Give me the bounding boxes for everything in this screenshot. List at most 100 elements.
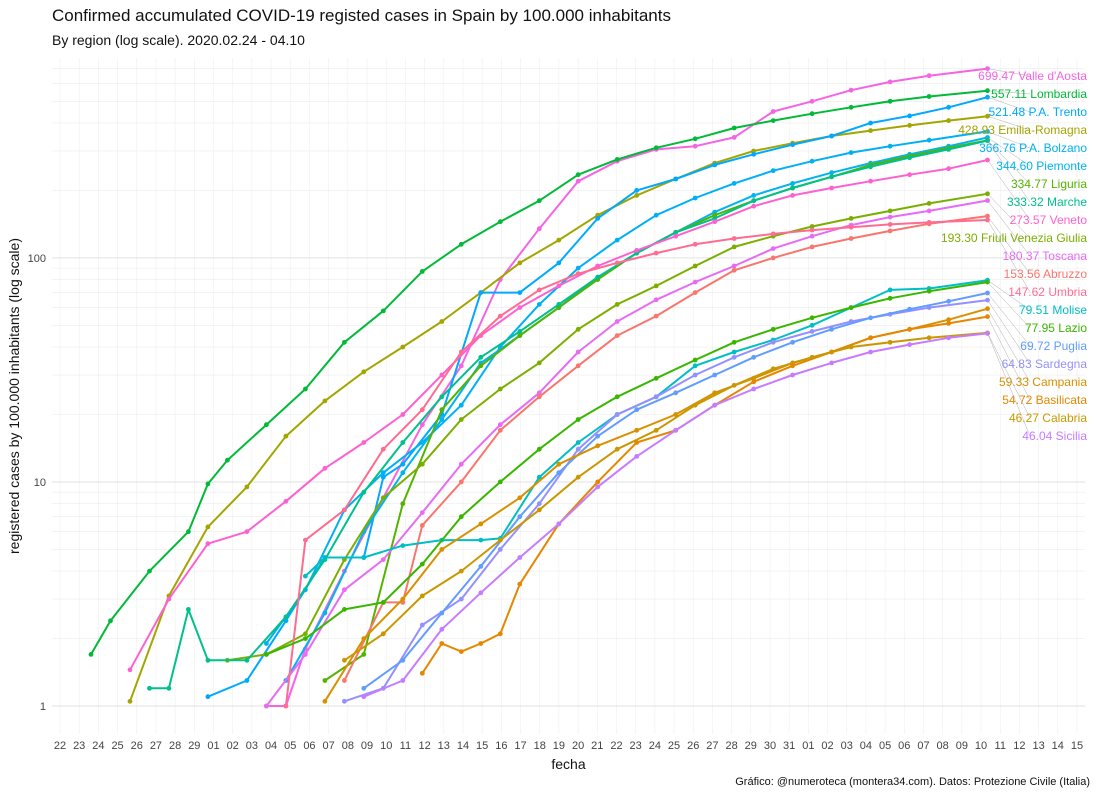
data-point [848, 305, 854, 310]
series-line [227, 192, 988, 662]
data-point [517, 305, 523, 310]
data-point [985, 306, 990, 312]
data-point [264, 422, 269, 428]
data-point [517, 495, 523, 501]
data-point [361, 694, 367, 700]
data-point [673, 390, 679, 396]
data-point [692, 402, 698, 408]
data-point [380, 495, 386, 501]
data-point [283, 703, 289, 709]
data-point [419, 510, 425, 515]
data-point [147, 685, 152, 691]
data-point [517, 581, 523, 587]
data-point [205, 657, 211, 663]
data-point [342, 339, 347, 345]
data-point [809, 329, 815, 334]
data-point [458, 349, 464, 355]
data-point [342, 507, 347, 513]
data-point [361, 685, 367, 691]
data-point [809, 111, 815, 117]
data-point [556, 302, 562, 307]
x-tick-label: 09 [361, 740, 373, 752]
data-point [575, 326, 581, 332]
data-point [380, 557, 386, 562]
data-point [575, 417, 581, 422]
end-labels: 699.47 Valle d'Aosta 557.11 Lombardia 521.… [941, 68, 1087, 443]
data-point [790, 181, 795, 186]
data-point [88, 652, 94, 657]
data-point [614, 302, 620, 307]
data-point [264, 641, 269, 646]
data-point [770, 366, 776, 372]
data-point [770, 255, 776, 261]
data-point [458, 241, 464, 247]
chart-caption: Gráfico: @numeroteca (montera34.com). Da… [735, 776, 1090, 788]
y-tick-label: 100 [28, 253, 46, 265]
data-point [595, 433, 601, 439]
data-point [575, 446, 581, 452]
x-tick-label: 13 [438, 740, 450, 752]
data-point [770, 168, 776, 174]
data-point [595, 443, 601, 449]
data-point [926, 94, 932, 99]
series-end-label: 699.47 Valle d'Aosta [978, 69, 1087, 83]
data-point [458, 568, 464, 574]
series-end-label: 344.60 Piemonte [996, 159, 1087, 173]
data-point [634, 248, 640, 253]
data-point [303, 573, 308, 579]
data-point [556, 283, 562, 289]
series-line [363, 292, 988, 690]
data-point [809, 244, 815, 250]
data-point [907, 172, 912, 178]
data-point [419, 407, 425, 413]
x-tick-label: 26 [687, 740, 699, 752]
data-point [419, 622, 425, 628]
data-point [439, 626, 445, 632]
data-point [926, 335, 932, 341]
y-tick-label: 10 [34, 477, 46, 489]
data-point [478, 290, 484, 295]
data-point [868, 128, 873, 134]
data-point [770, 246, 776, 252]
data-point [400, 344, 406, 350]
series-end-label: 521.48 P.A. Trento [988, 105, 1087, 119]
data-point [692, 372, 698, 378]
data-point [478, 641, 484, 646]
series-end-label: 193.30 Friuli Venezia Giulia [941, 231, 1087, 245]
data-point [439, 610, 445, 616]
data-point [536, 474, 542, 480]
data-point [419, 461, 425, 467]
data-point [653, 297, 659, 303]
data-point [419, 523, 425, 528]
data-point [322, 465, 328, 471]
data-point [829, 185, 834, 191]
data-point [244, 657, 250, 663]
series-end-label: 46.27 Calabria [1009, 411, 1087, 425]
data-point [575, 172, 581, 178]
x-tick-label: 28 [725, 740, 737, 752]
data-point [517, 333, 523, 338]
x-tick-label: 24 [649, 740, 661, 752]
data-point [692, 290, 698, 295]
data-point [380, 470, 386, 476]
data-point [283, 614, 289, 620]
x-tick-label: 17 [514, 740, 526, 752]
x-axis-ticks: 22 23 24 25 26 27 28 29 01 02 03 04 05 06 07 08 09 10 11 12… [54, 740, 1083, 752]
data-point [809, 354, 815, 360]
data-point [731, 125, 737, 131]
data-point [322, 398, 328, 404]
data-point [595, 274, 601, 280]
data-point [614, 319, 620, 324]
data-point [536, 360, 542, 366]
data-point [712, 162, 718, 168]
data-point [731, 267, 737, 273]
series-end-label: 69.72 Puglia [1020, 339, 1087, 353]
data-point [439, 641, 445, 646]
x-tick-label: 04 [860, 740, 872, 752]
data-point [380, 600, 386, 605]
data-point [497, 631, 503, 637]
data-point [946, 118, 951, 123]
data-point [536, 501, 542, 507]
data-point [361, 636, 367, 641]
data-point [458, 461, 464, 467]
